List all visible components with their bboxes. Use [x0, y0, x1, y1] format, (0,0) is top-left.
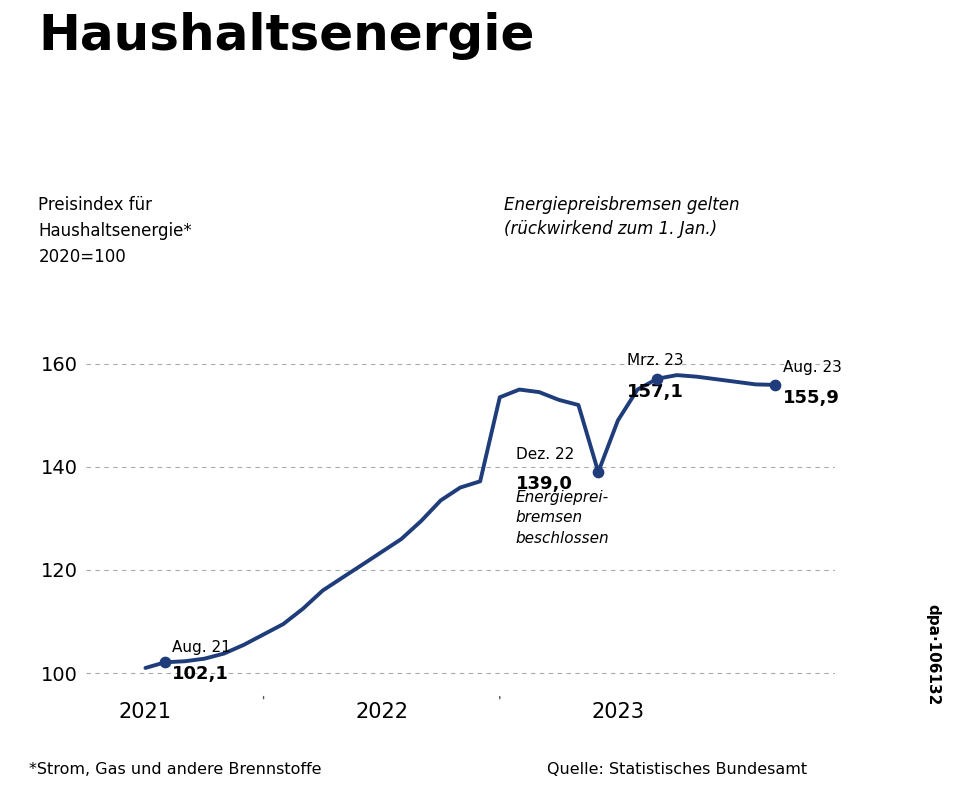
Text: Energieprei-
bremsen
beschlossen: Energieprei- bremsen beschlossen	[516, 490, 610, 546]
Text: Dez. 22: Dez. 22	[516, 447, 574, 462]
Text: Mrz. 23: Mrz. 23	[627, 354, 684, 368]
Point	[590, 466, 606, 479]
Text: 139,0: 139,0	[516, 475, 572, 492]
Text: Quelle: Statistisches Bundesamt: Quelle: Statistisches Bundesamt	[547, 762, 807, 776]
Point	[768, 379, 783, 391]
Point	[157, 656, 173, 669]
Text: 157,1: 157,1	[627, 383, 684, 401]
Text: Aug. 23: Aug. 23	[782, 359, 841, 375]
Text: dpa·106132: dpa·106132	[925, 605, 941, 706]
Text: Haushaltsenergie: Haushaltsenergie	[38, 12, 535, 60]
Text: 155,9: 155,9	[782, 389, 839, 407]
Text: Energiepreisbremsen gelten
(rückwirkend zum 1. Jan.): Energiepreisbremsen gelten (rückwirkend …	[504, 196, 739, 238]
Text: *Strom, Gas und andere Brennstoffe: *Strom, Gas und andere Brennstoffe	[29, 762, 322, 776]
Text: Aug. 21: Aug. 21	[172, 639, 231, 654]
Text: Preisindex für
Haushaltsenergie*
2020=100: Preisindex für Haushaltsenergie* 2020=10…	[38, 196, 192, 266]
Point	[650, 372, 665, 385]
Text: 102,1: 102,1	[172, 665, 229, 683]
